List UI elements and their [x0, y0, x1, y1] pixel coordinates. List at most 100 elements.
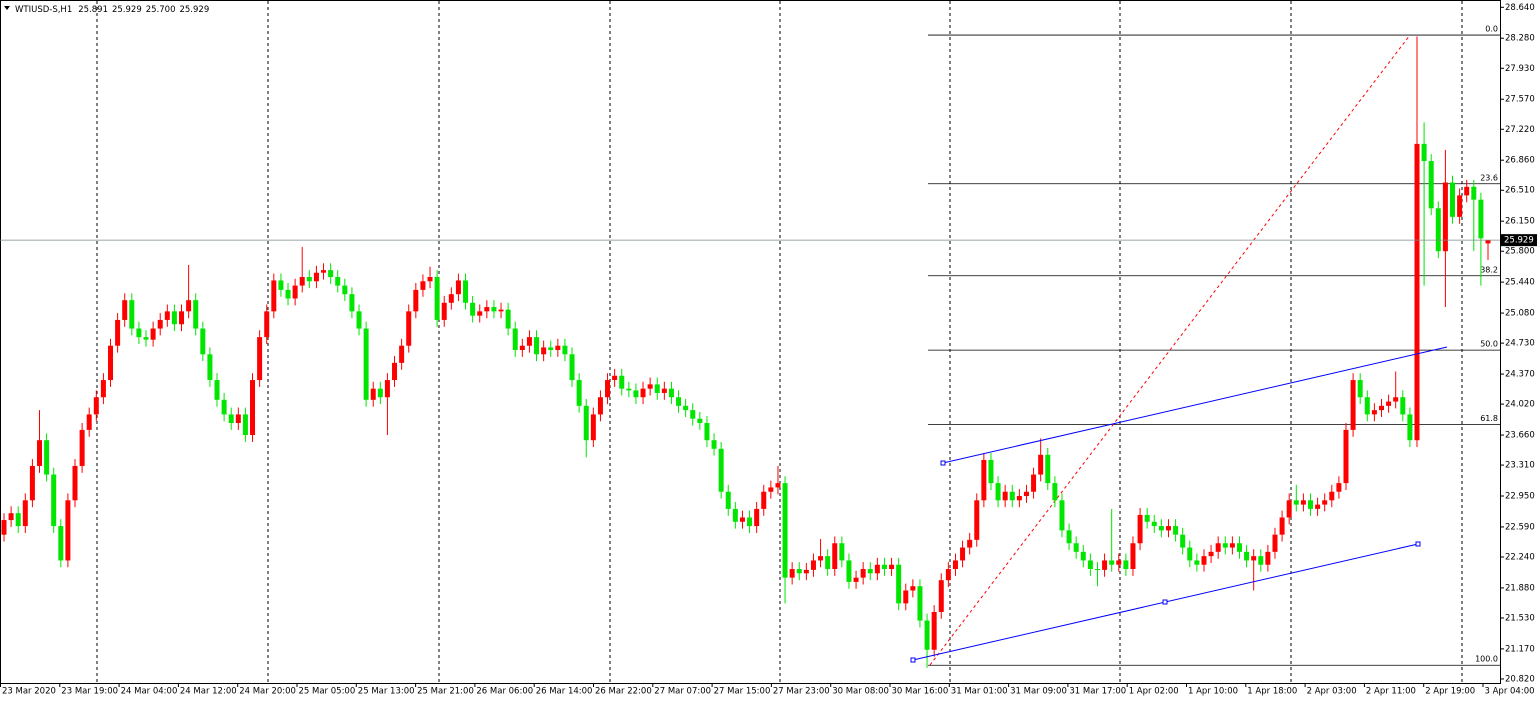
body [129, 300, 135, 329]
body [1428, 161, 1434, 209]
body [214, 380, 220, 400]
menu-icon[interactable] [4, 6, 10, 10]
x-tick-label: 25 Mar 21:00 [417, 687, 474, 697]
header-low: 25.700 [146, 5, 176, 15]
handle [940, 460, 946, 466]
body [257, 337, 263, 381]
body [867, 569, 873, 574]
y-tick-label: 27.930 [1505, 64, 1535, 74]
body [1165, 526, 1171, 531]
body [8, 513, 14, 521]
body [1123, 560, 1129, 570]
body [1357, 380, 1363, 398]
body [292, 285, 298, 299]
body [491, 307, 497, 312]
body [1471, 186, 1477, 200]
body [931, 611, 937, 650]
body [328, 270, 334, 277]
body [605, 380, 611, 398]
body [221, 399, 227, 415]
body [597, 397, 603, 415]
body [903, 590, 909, 604]
body [739, 517, 745, 522]
body [924, 620, 930, 650]
body [44, 440, 50, 475]
x-tick-label: 25 Mar 13:00 [358, 687, 415, 697]
body [79, 429, 85, 466]
body [633, 390, 639, 398]
body [370, 388, 376, 400]
body [860, 569, 866, 578]
symbol: WTIUSD-S,H1 [15, 5, 72, 15]
body [825, 556, 831, 570]
body [1002, 491, 1008, 501]
body [1386, 401, 1392, 406]
candles [1, 36, 1491, 668]
fib-label: 0.0 [1485, 25, 1498, 34]
body [562, 345, 568, 355]
body [576, 380, 582, 406]
body [541, 347, 547, 355]
y-tick-label: 28.280 [1505, 34, 1535, 44]
body [967, 539, 973, 548]
body [1187, 547, 1193, 561]
current-price-box [1501, 234, 1537, 247]
body [65, 500, 71, 561]
body [313, 272, 319, 282]
body [122, 300, 128, 320]
body [647, 384, 653, 389]
fibonacci: 0.0 23.6 38.2 50.0 61.8 100.0 [928, 25, 1500, 666]
body [626, 388, 632, 391]
body [676, 397, 682, 406]
body [200, 328, 206, 355]
body [803, 569, 809, 574]
body [193, 300, 199, 329]
y-tick-label: 25.440 [1505, 278, 1535, 288]
body [775, 483, 781, 488]
body [399, 345, 405, 363]
body [1016, 496, 1022, 501]
x-tick-label: 31 Mar 17:00 [1069, 687, 1126, 697]
y-tick-label: 28.640 [1505, 3, 1535, 13]
body [427, 276, 433, 282]
body [1144, 514, 1150, 522]
body [683, 405, 689, 411]
body [72, 465, 78, 501]
body [1329, 491, 1335, 501]
body [1258, 556, 1264, 565]
x-tick-label: 30 Mar 08:00 [832, 687, 889, 697]
x-tick-label: 23 Mar 2020 [2, 687, 56, 697]
header-close: 25.929 [179, 5, 209, 15]
body [697, 418, 703, 424]
body [1343, 429, 1349, 484]
x-tick-label: 23 Mar 19:00 [61, 687, 118, 697]
header: WTIUSD-S,H1 25.891 25.929 25.700 25.929 [15, 5, 209, 15]
body [441, 302, 447, 320]
body [1116, 560, 1122, 565]
body [455, 280, 461, 295]
x-tick-label: 31 Mar 01:00 [951, 687, 1008, 697]
body [1201, 556, 1207, 565]
x-tick-label: 24 Mar 20:00 [239, 687, 296, 697]
x-tick-label: 2 Apr 11:00 [1366, 687, 1416, 697]
body [889, 564, 895, 570]
body [299, 276, 305, 286]
body [612, 375, 618, 381]
body [668, 388, 674, 398]
body [1251, 556, 1257, 561]
body [1052, 483, 1058, 501]
body [555, 345, 561, 351]
body [1414, 143, 1420, 441]
body [1322, 500, 1328, 505]
body [37, 440, 43, 466]
x-tick-label: 2 Apr 03:00 [1307, 687, 1357, 697]
body [285, 289, 291, 299]
y-tick-label: 22.590 [1505, 522, 1535, 532]
body [754, 508, 760, 527]
body [235, 414, 241, 424]
y-tick-label: 20.820 [1505, 674, 1535, 684]
body [526, 337, 532, 346]
body [1435, 208, 1441, 252]
y-tick-label: 22.240 [1505, 552, 1535, 562]
